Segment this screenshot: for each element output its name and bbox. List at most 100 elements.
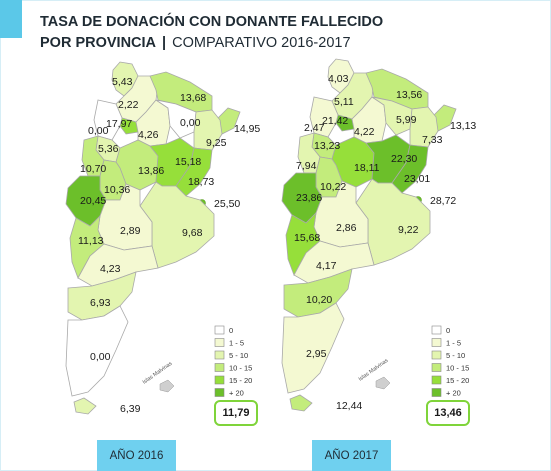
province-catamarca xyxy=(309,96,339,138)
province-value-neuquen: 15,68 xyxy=(294,232,320,244)
province-value-neuquen: 11,13 xyxy=(78,235,104,247)
province-value-formosa: 13,68 xyxy=(180,92,206,104)
province-entre-rios xyxy=(175,147,213,197)
province-value-formosa: 13,56 xyxy=(396,89,422,101)
province-value-misiones: 14,95 xyxy=(234,123,260,135)
legend-swatch-4 xyxy=(431,375,442,385)
province-value-chaco: 5,99 xyxy=(396,114,417,126)
province-value-tierra-del-fuego: 12,44 xyxy=(336,400,362,412)
province-value-misiones: 13,13 xyxy=(450,120,476,132)
province-value-caba: 25,50 xyxy=(214,198,240,210)
province-value-santa-cruz: 0,00 xyxy=(90,351,111,363)
legend-swatch-3 xyxy=(431,363,442,372)
province-value-la-rioja: 13,23 xyxy=(314,140,340,152)
province-value-entre-rios: 18,73 xyxy=(188,176,214,188)
legend-swatch-5 xyxy=(431,388,442,397)
legend-label-5: + 20 xyxy=(229,389,244,398)
legend-swatch-0 xyxy=(214,325,225,335)
province-value-rio-negro: 4,17 xyxy=(316,260,337,272)
province-value-catamarca: 2,47 xyxy=(304,122,325,134)
legend-label-4: 15 - 20 xyxy=(229,376,252,385)
province-value-chubut: 10,20 xyxy=(306,294,332,306)
province-value-la-pampa: 2,86 xyxy=(336,222,357,234)
legend-swatch-4 xyxy=(214,375,225,385)
province-santa-cruz xyxy=(281,302,345,394)
province-value-san-luis: 10,36 xyxy=(104,184,130,196)
legend-swatch-0 xyxy=(431,325,442,335)
province-value-santiago-del-estero: 4,26 xyxy=(138,129,159,141)
province-catamarca xyxy=(93,99,123,141)
province-value-corrientes: 9,25 xyxy=(206,137,227,149)
province-value-santa-fe: 22,30 xyxy=(391,153,417,165)
province-tierra-del-fuego xyxy=(73,397,97,415)
province-santa-cruz xyxy=(65,305,129,397)
province-chubut xyxy=(283,268,353,318)
legend-2017: 0 1 - 5 5 - 10 10 - 15 15 - 20 + 20 xyxy=(431,325,469,398)
legend-label-3: 10 - 15 xyxy=(446,364,469,373)
province-value-chubut: 6,93 xyxy=(90,297,111,309)
province-value-buenos-aires: 9,68 xyxy=(182,227,203,239)
province-value-mendoza: 20,45 xyxy=(80,195,106,207)
province-value-cordoba: 13,86 xyxy=(138,165,164,177)
legend-label-5: + 20 xyxy=(446,389,461,398)
province-value-mendoza: 23,86 xyxy=(296,192,322,204)
province-value-san-luis: 10,22 xyxy=(320,181,346,193)
title-line-2-rest: COMPARATIVO 2016-2017 xyxy=(172,35,351,51)
legend-swatch-5 xyxy=(214,388,225,397)
province-entre-rios xyxy=(391,144,429,194)
province-value-tierra-del-fuego: 6,39 xyxy=(120,403,141,415)
legend-swatch-2 xyxy=(214,350,225,360)
legend-label-2: 5 - 10 xyxy=(229,351,248,360)
province-value-san-juan: 7,94 xyxy=(296,160,317,172)
title-line-2-bold: POR PROVINCIA xyxy=(40,35,157,51)
legend-swatch-2 xyxy=(431,350,442,360)
province-value-santa-fe: 15,18 xyxy=(175,156,201,168)
legend-label-1: 1 - 5 xyxy=(446,339,461,348)
province-value-santiago-del-estero: 4,22 xyxy=(354,126,375,138)
year-tab-2016: AÑO 2016 xyxy=(97,440,176,471)
legend-swatch-1 xyxy=(431,338,442,347)
province-chaco xyxy=(371,96,413,136)
province-santiago-del-estero xyxy=(351,96,387,144)
title-accent-bar xyxy=(0,0,22,38)
province-value-la-rioja: 5,36 xyxy=(98,143,119,155)
province-value-caba: 28,72 xyxy=(430,195,456,207)
province-value-buenos-aires: 9,22 xyxy=(398,224,419,236)
legend-label-1: 1 - 5 xyxy=(229,339,244,348)
province-chaco xyxy=(155,99,197,139)
province-value-catamarca: 0,00 xyxy=(88,125,109,137)
province-value-salta: 2,22 xyxy=(118,99,139,111)
province-value-tucuman: 21,42 xyxy=(322,115,348,127)
province-value-san-juan: 10,70 xyxy=(80,163,106,175)
legend-swatch-3 xyxy=(214,363,225,372)
province-chubut xyxy=(67,271,137,321)
legend-2016: 0 1 - 5 5 - 10 10 - 15 15 - 20 + 20 xyxy=(214,325,252,398)
figure-title: TASA DE DONACIÓN CON DONANTE FALLECIDO P… xyxy=(40,12,383,54)
province-value-entre-rios: 23,01 xyxy=(404,173,430,185)
province-tierra-del-fuego xyxy=(289,394,313,412)
title-line-1: TASA DE DONACIÓN CON DONANTE FALLECIDO xyxy=(40,14,384,30)
malvinas-islands-shape xyxy=(159,379,175,393)
legend-swatch-1 xyxy=(214,338,225,347)
province-value-tucuman: 17,97 xyxy=(106,118,132,130)
province-value-la-pampa: 2,89 xyxy=(120,225,141,237)
legend-label-0: 0 xyxy=(446,326,450,335)
legend-label-3: 10 - 15 xyxy=(229,364,252,373)
province-value-chaco: 0,00 xyxy=(180,117,201,129)
province-value-salta: 5,11 xyxy=(334,96,354,108)
title-separator: | xyxy=(162,35,167,51)
total-rate-2017: 13,46 xyxy=(426,400,470,426)
legend-label-0: 0 xyxy=(229,326,233,335)
legend-label-4: 15 - 20 xyxy=(446,376,469,385)
province-value-rio-negro: 4,23 xyxy=(100,263,121,275)
legend-label-2: 5 - 10 xyxy=(446,351,465,360)
year-tab-2017: AÑO 2017 xyxy=(312,440,391,471)
total-rate-2016: 11,79 xyxy=(214,400,258,426)
province-value-jujuy: 5,43 xyxy=(112,76,133,88)
province-value-santa-cruz: 2,95 xyxy=(306,348,327,360)
province-value-jujuy: 4,03 xyxy=(328,73,349,85)
province-value-corrientes: 7,33 xyxy=(422,134,443,146)
